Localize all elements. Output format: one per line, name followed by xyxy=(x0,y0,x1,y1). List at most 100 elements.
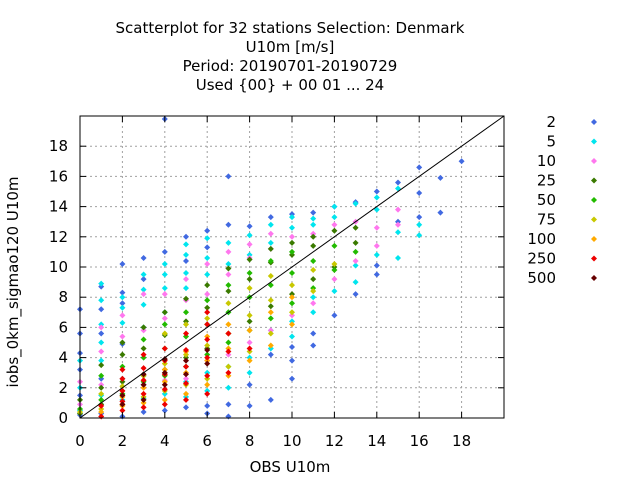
data-point xyxy=(204,347,211,354)
data-point xyxy=(246,318,253,325)
data-point xyxy=(119,351,126,358)
data-point xyxy=(161,271,168,278)
data-point xyxy=(119,260,126,267)
data-point xyxy=(246,402,253,409)
data-point xyxy=(204,381,211,388)
data-point xyxy=(119,398,126,405)
data-point xyxy=(225,339,232,346)
data-point xyxy=(204,369,211,376)
data-point xyxy=(204,254,211,261)
data-point xyxy=(310,267,317,274)
diagonal-line xyxy=(79,115,505,419)
data-point xyxy=(183,321,189,328)
data-point xyxy=(395,179,401,186)
data-point xyxy=(161,330,168,337)
legend-label: 500 xyxy=(527,269,556,287)
data-point xyxy=(98,321,105,328)
data-point xyxy=(289,214,295,221)
chart-title-line: Period: 20190701-20190729 xyxy=(183,57,398,75)
x-tick-label: 8 xyxy=(245,432,255,450)
data-point xyxy=(225,300,232,307)
data-point xyxy=(119,289,126,296)
data-point xyxy=(98,306,105,313)
data-point xyxy=(204,372,211,379)
chart-title-line: Scatterplot for 32 stations Selection: D… xyxy=(116,19,465,37)
data-point xyxy=(352,248,359,255)
data-point xyxy=(331,264,338,270)
data-point xyxy=(161,285,168,292)
data-point xyxy=(161,248,168,255)
data-point xyxy=(267,315,274,322)
data-point xyxy=(225,363,232,370)
data-point xyxy=(267,297,274,304)
data-point xyxy=(204,235,211,242)
data-point xyxy=(161,386,168,393)
data-point xyxy=(161,381,168,388)
data-point xyxy=(98,405,105,412)
data-point xyxy=(204,309,211,316)
legend-marker xyxy=(591,255,597,262)
data-point xyxy=(204,375,211,382)
data-point xyxy=(204,271,211,278)
legend-label: 2 xyxy=(546,113,556,131)
data-point xyxy=(246,276,253,283)
data-point xyxy=(161,345,168,352)
data-point xyxy=(98,408,105,415)
data-point xyxy=(267,396,274,403)
data-point xyxy=(119,407,126,414)
x-tick-label: 12 xyxy=(325,432,344,450)
data-point xyxy=(225,372,232,379)
data-point xyxy=(267,273,274,280)
legend-label: 10 xyxy=(537,152,556,170)
data-point xyxy=(119,366,126,373)
data-point xyxy=(395,206,401,213)
legend-label: 100 xyxy=(527,230,556,248)
data-point xyxy=(161,291,168,298)
data-point xyxy=(140,393,147,400)
data-point xyxy=(331,221,338,228)
data-point xyxy=(289,344,295,351)
y-tick-label: 8 xyxy=(58,288,68,306)
data-point xyxy=(246,285,253,292)
data-point xyxy=(183,251,189,258)
data-point xyxy=(352,257,359,264)
data-point xyxy=(310,285,317,292)
data-point xyxy=(98,375,105,382)
data-point xyxy=(183,309,189,316)
data-point xyxy=(204,315,211,322)
data-point xyxy=(373,194,380,201)
data-point xyxy=(310,288,317,295)
data-point xyxy=(246,339,253,346)
data-point xyxy=(416,164,423,171)
y-tick-label: 18 xyxy=(49,137,68,155)
data-point xyxy=(267,230,274,237)
data-point xyxy=(140,354,147,361)
data-point xyxy=(161,401,168,408)
data-point xyxy=(140,377,147,384)
data-point xyxy=(98,283,105,290)
data-point xyxy=(225,271,232,278)
data-point xyxy=(289,309,295,316)
data-point xyxy=(98,362,105,369)
data-point xyxy=(352,200,359,207)
data-point xyxy=(225,384,232,391)
data-point xyxy=(98,413,105,420)
data-point xyxy=(161,407,168,414)
data-point xyxy=(225,330,232,337)
data-point xyxy=(183,295,189,302)
data-point xyxy=(98,390,105,397)
data-point xyxy=(246,223,253,230)
data-point xyxy=(310,330,317,337)
data-point xyxy=(373,251,380,258)
data-point xyxy=(437,209,444,216)
data-point xyxy=(267,214,274,221)
data-point xyxy=(183,380,189,387)
legend-marker xyxy=(591,236,597,242)
data-point xyxy=(204,336,211,343)
data-point xyxy=(267,239,274,246)
data-point xyxy=(373,271,380,278)
data-point xyxy=(183,333,189,340)
data-point xyxy=(416,190,423,197)
legend-label: 5 xyxy=(546,133,556,151)
